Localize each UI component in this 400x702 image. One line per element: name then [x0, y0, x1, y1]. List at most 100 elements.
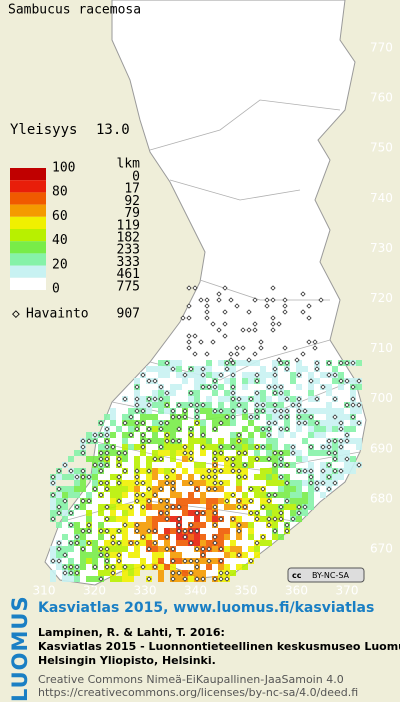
cell: [344, 462, 350, 468]
observation: [116, 456, 122, 462]
cell: [242, 498, 248, 504]
cell: [182, 456, 188, 462]
observation: [212, 378, 218, 384]
observation: [182, 444, 188, 450]
cell: [182, 510, 188, 516]
cell: [242, 396, 248, 402]
cell: [308, 462, 314, 468]
observation: [308, 480, 314, 486]
observation: [260, 486, 266, 492]
observation: [344, 378, 350, 384]
cell: [248, 432, 254, 438]
y-grid-label: 680: [370, 491, 393, 505]
observation: [200, 384, 206, 390]
cell: [92, 474, 98, 480]
cell: [116, 546, 122, 552]
observation: [306, 315, 312, 321]
observation: [80, 498, 86, 504]
observation: [194, 408, 200, 414]
observation: [228, 297, 234, 303]
observation: [272, 528, 278, 534]
cell: [332, 420, 338, 426]
observation: [308, 378, 314, 384]
observation: [212, 450, 218, 456]
cell: [260, 498, 266, 504]
cell: [92, 456, 98, 462]
cell: [74, 528, 80, 534]
cell: [110, 408, 116, 414]
observation: [98, 420, 104, 426]
cell: [170, 420, 176, 426]
observation: [170, 558, 176, 564]
cell: [260, 456, 266, 462]
observation: [326, 360, 332, 366]
cell: [56, 498, 62, 504]
observation: [252, 351, 258, 357]
cell: [200, 438, 206, 444]
observation: [356, 378, 362, 384]
observation: [104, 504, 110, 510]
cell: [176, 450, 182, 456]
cell: [62, 504, 68, 510]
cell: [326, 420, 332, 426]
cell: [224, 546, 230, 552]
observation: [230, 462, 236, 468]
cell: [164, 426, 170, 432]
observation: [140, 420, 146, 426]
atlas-link[interactable]: Kasviatlas 2015, www.luomus.fi/kasviatla…: [38, 600, 375, 616]
cell: [158, 504, 164, 510]
observation: [302, 504, 308, 510]
observation: [260, 534, 266, 540]
observation: [278, 360, 284, 366]
cell: [350, 390, 356, 396]
observation: [140, 444, 146, 450]
cell: [308, 384, 314, 390]
cell: [122, 540, 128, 546]
observation: [236, 504, 242, 510]
cell: [230, 540, 236, 546]
cell: [338, 474, 344, 480]
cell: [62, 576, 68, 582]
observation: [212, 486, 218, 492]
cell: [320, 420, 326, 426]
cell: [344, 450, 350, 456]
observation: [134, 384, 140, 390]
legend-scale-label: 60: [52, 209, 68, 224]
observation: [272, 516, 278, 522]
cell: [254, 546, 260, 552]
cell: [122, 456, 128, 462]
species-title: Sambucus racemosa: [8, 3, 141, 18]
cell: [86, 456, 92, 462]
cell: [200, 426, 206, 432]
observation: [314, 480, 320, 486]
x-grid-label: 370: [336, 584, 359, 598]
observation: [278, 456, 284, 462]
cell: [140, 558, 146, 564]
cell: [110, 474, 116, 480]
observation: [206, 384, 212, 390]
legend-swatch: [10, 216, 46, 229]
observation: [104, 480, 110, 486]
observation: [222, 333, 228, 339]
observation: [152, 456, 158, 462]
cell: [284, 450, 290, 456]
cell: [206, 540, 212, 546]
cell: [272, 522, 278, 528]
observation: [158, 384, 164, 390]
cell: [116, 576, 122, 582]
license-2[interactable]: https://creativecommons.org/licenses/by-…: [38, 686, 359, 699]
cell: [224, 468, 230, 474]
cell: [170, 474, 176, 480]
cell: [338, 450, 344, 456]
observation: [182, 414, 188, 420]
observation: [296, 396, 302, 402]
cell: [242, 402, 248, 408]
cell: [224, 420, 230, 426]
observation: [122, 468, 128, 474]
observation: [272, 492, 278, 498]
cell: [170, 450, 176, 456]
observation: [122, 564, 128, 570]
observation: [344, 360, 350, 366]
observation: [74, 570, 80, 576]
cell: [110, 432, 116, 438]
